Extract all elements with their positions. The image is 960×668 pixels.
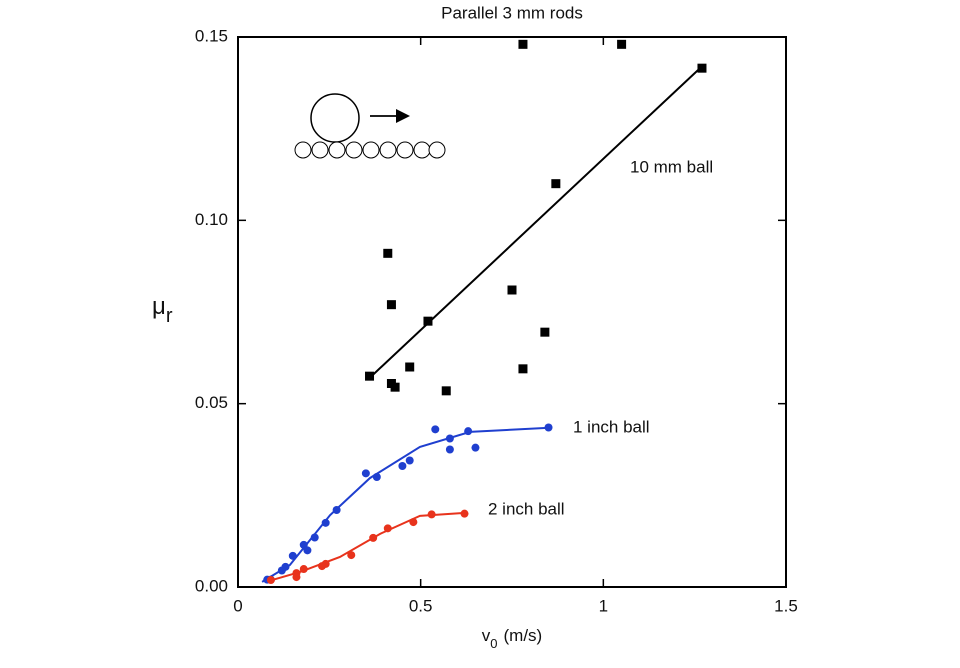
- point: [551, 179, 561, 189]
- point: [518, 364, 528, 374]
- point: [365, 371, 375, 381]
- x-tick-label: 0.5: [409, 596, 433, 615]
- point: [431, 425, 440, 434]
- point: [405, 456, 414, 465]
- point: [369, 533, 378, 542]
- x-label-unit: (m/s): [504, 626, 543, 645]
- y-label-var: μ: [152, 293, 166, 320]
- point: [409, 518, 418, 527]
- point: [288, 551, 297, 560]
- point: [332, 506, 341, 514]
- x-label-var: v: [482, 626, 491, 645]
- y-tick-label: 0.00: [195, 576, 228, 595]
- point: [405, 362, 415, 372]
- point: [266, 576, 275, 585]
- x-axis-label: v0 (m/s): [482, 626, 542, 651]
- chart-title: Parallel 3 mm rods: [441, 3, 583, 22]
- y-tick-label: 0.05: [195, 393, 228, 412]
- point: [518, 39, 528, 49]
- point: [390, 382, 400, 392]
- y-tick-label: 0.10: [195, 210, 228, 229]
- point: [299, 565, 308, 574]
- point: [372, 473, 381, 481]
- x-tick-label: 1.5: [774, 596, 798, 615]
- point: [427, 510, 436, 519]
- point: [445, 445, 454, 454]
- plot-frame: [237, 36, 787, 588]
- y-axis-label: μr: [152, 293, 173, 327]
- fit-line: [368, 65, 703, 379]
- point: [361, 469, 370, 478]
- point: [292, 573, 301, 582]
- point: [398, 462, 407, 470]
- point: [617, 39, 627, 49]
- point: [441, 386, 451, 396]
- point: [347, 551, 356, 560]
- point: [303, 546, 312, 555]
- point: [310, 533, 319, 542]
- point: [697, 63, 707, 73]
- point: [318, 562, 327, 571]
- point: [423, 316, 433, 326]
- y-tick-label: 0.15: [195, 26, 228, 45]
- point: [540, 327, 550, 337]
- x-tick-label: 0: [233, 596, 242, 615]
- point: [544, 423, 553, 432]
- point: [464, 427, 473, 436]
- point: [383, 248, 393, 258]
- series-label: 1 inch ball: [573, 417, 650, 436]
- series-label: 10 mm ball: [630, 157, 713, 176]
- point: [321, 518, 330, 527]
- x-label-sub: 0: [490, 636, 497, 651]
- point: [471, 443, 480, 452]
- point: [386, 300, 396, 310]
- point: [445, 434, 454, 443]
- series-label: 2 inch ball: [488, 499, 565, 518]
- point: [277, 566, 286, 575]
- y-label-sub: r: [166, 305, 173, 327]
- point: [460, 509, 469, 518]
- inset-icon: [294, 93, 446, 159]
- point: [507, 285, 517, 295]
- x-tick-label: 1: [599, 596, 608, 615]
- point: [383, 524, 392, 533]
